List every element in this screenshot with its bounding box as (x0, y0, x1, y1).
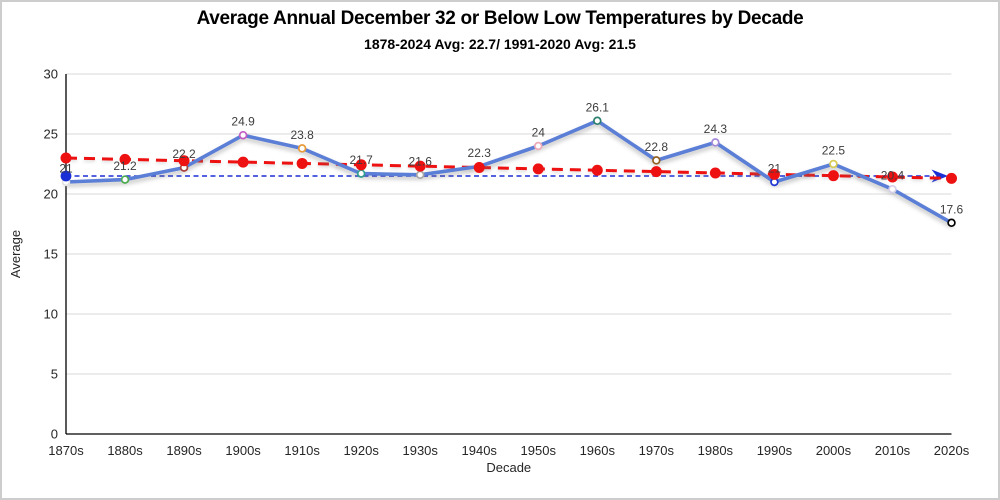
y-tick-label: 30 (44, 67, 58, 82)
data-point-marker-1980s (711, 138, 720, 147)
data-point-marker-1910s (297, 144, 307, 153)
reference-start-dot (60, 170, 72, 182)
data-label-1940s: 22.3 (468, 146, 492, 160)
trend-dot-1890s (178, 155, 190, 167)
x-tick-label: 1940s (462, 443, 498, 458)
trend-dot-1900s (237, 156, 249, 168)
trend-dot-1970s (650, 166, 662, 178)
data-label-1950s: 24 (532, 126, 546, 140)
y-axis-title: Average (8, 230, 23, 278)
data-label-2020s: 17.6 (940, 202, 964, 216)
data-point-marker-1930s (415, 170, 425, 180)
trend-dot-1940s (473, 162, 485, 174)
data-point-marker-1970s (652, 156, 661, 165)
data-label-1900s: 24.9 (231, 115, 255, 129)
trend-dot-1910s (296, 157, 308, 169)
x-tick-label: 1870s (48, 443, 84, 458)
data-point-marker-1920s (356, 169, 366, 178)
data-label-1930s: 21.6 (409, 154, 433, 168)
chart-subtitle: 1878-2024 Avg: 22.7/ 1991-2020 Avg: 21.5 (364, 36, 636, 52)
data-label-1890s: 22.2 (172, 147, 196, 161)
data-label-1910s: 23.8 (290, 128, 314, 142)
x-tick-label: 1890s (166, 443, 202, 458)
data-label-2010s: 20.4 (881, 169, 905, 183)
data-label-2000s: 22.5 (822, 144, 846, 158)
trend-dot-2010s (886, 171, 898, 183)
data-point-marker-1960s (593, 116, 602, 126)
x-tick-label: 1920s (343, 443, 379, 458)
x-tick-label: 2020s (934, 443, 970, 458)
x-tick-label: 1990s (757, 443, 793, 458)
y-tick-label: 10 (44, 307, 58, 322)
data-point-marker-2020s (947, 218, 956, 228)
series-line (64, 119, 954, 225)
x-tick-label: 2010s (875, 443, 911, 458)
trend-dot-1870s (60, 152, 72, 164)
data-point-marker-1880s (120, 175, 130, 184)
x-tick-label: 1950s (521, 443, 557, 458)
y-tick-label: 5 (51, 367, 58, 382)
trend-dot-1980s (709, 167, 721, 179)
trend-dot-1880s (119, 153, 131, 165)
data-label-1980s: 24.3 (704, 122, 728, 136)
y-tick-label: 20 (44, 187, 58, 202)
data-label-1970s: 22.8 (645, 140, 669, 154)
data-point-marker-1900s (238, 130, 248, 140)
y-tick-label: 0 (51, 427, 58, 442)
data-point-marker-2000s (829, 159, 838, 169)
x-tick-label: 1980s (698, 443, 734, 458)
trend-dot-1930s (414, 160, 426, 172)
trend-dot-2020s (946, 172, 957, 184)
trend-dot-1950s (532, 163, 544, 175)
data-point-marker-1950s (534, 141, 543, 151)
y-tick-label: 15 (44, 247, 58, 262)
data-label-1960s: 26.1 (586, 100, 610, 114)
x-tick-label: 1960s (580, 443, 616, 458)
data-label-1870s: 21 (59, 162, 73, 176)
trend-dot-1920s (355, 159, 367, 171)
trendline (65, 156, 952, 180)
x-tick-label: 1930s (402, 443, 438, 458)
x-tick-label: 1970s (639, 443, 675, 458)
trend-dot-1990s (768, 168, 780, 180)
x-axis-title: Decade (486, 460, 531, 475)
trend-dot-2000s (827, 170, 839, 182)
x-tick-label: 1880s (107, 443, 143, 458)
data-label-1880s: 21.2 (113, 159, 137, 173)
x-tick-label: 1910s (284, 443, 320, 458)
data-point-marker-2010s (888, 184, 897, 194)
y-tick-label: 25 (44, 127, 58, 142)
data-label-1920s: 21.7 (349, 153, 373, 167)
data-label-1990s: 21 (768, 162, 782, 176)
x-tick-label: 1900s (225, 443, 261, 458)
x-tick-label: 2000s (816, 443, 852, 458)
chart-title: Average Annual December 32 or Below Low … (196, 8, 804, 29)
trend-dot-1960s (591, 164, 603, 176)
